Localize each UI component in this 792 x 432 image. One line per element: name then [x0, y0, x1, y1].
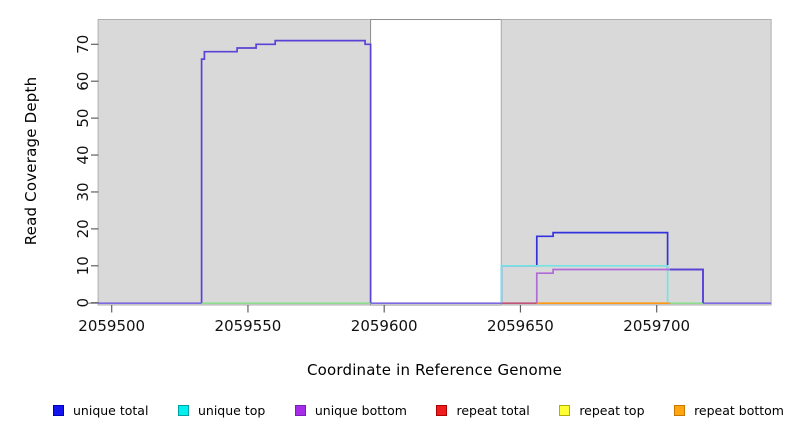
legend-label: repeat bottom	[694, 402, 784, 418]
legend-swatch-icon	[436, 404, 448, 416]
legend-item-repeat-top: repeat top	[559, 402, 645, 418]
x-tick-label: 2059650	[487, 317, 554, 335]
legend-item-repeat-total: repeat total	[436, 402, 530, 418]
x-tick-label: 2059500	[78, 317, 145, 335]
shaded-region-right	[500, 19, 772, 306]
y-tick-label: 40	[74, 145, 92, 164]
legend-item-unique-total: unique total	[53, 403, 148, 418]
legend-swatch-icon	[674, 404, 686, 416]
legend-item-unique-bottom: unique bottom	[294, 402, 407, 418]
x-tick-label: 2059600	[351, 317, 418, 335]
x-axis-title: Coordinate in Reference Genome	[306, 361, 563, 379]
legend-label: unique top	[197, 402, 266, 418]
legend-label: repeat top	[579, 402, 645, 418]
unique-top-right-line	[500, 264, 669, 303]
legend-item-unique-top: unique top	[177, 402, 266, 418]
y-tick-label: 0	[74, 298, 92, 308]
y-tick-label: 70	[74, 35, 92, 54]
legend-swatch-icon	[177, 404, 189, 416]
white-gap-region	[370, 19, 502, 306]
y-tick-label: 60	[74, 72, 92, 91]
legend-label: unique total	[73, 402, 149, 418]
shaded-region-left	[97, 19, 372, 306]
y-axis-title: Read Coverage Depth	[22, 76, 40, 246]
total-bottom-overlap-line	[670, 268, 704, 303]
x-tick-label: 2059550	[215, 317, 282, 335]
x-tick-label: 2059700	[623, 317, 690, 335]
y-tick-label: 30	[74, 182, 92, 201]
legend-swatch-icon	[53, 404, 64, 416]
legend-label: repeat total	[456, 402, 530, 418]
legend-swatch-icon	[294, 404, 306, 416]
plot-canvas: 2059500 2059550 2059600 2059650 2059700 0 10 20…	[74, 19, 772, 335]
y-tick-label: 20	[74, 219, 92, 238]
y-tick-label: 10	[74, 256, 92, 275]
unique-bottom-right-line	[535, 268, 671, 303]
legend-label: unique bottom	[314, 402, 407, 418]
legend-item-repeat-bottom: repeat bottom	[674, 403, 784, 418]
legend: unique total unique top unique bottom repea…	[53, 397, 784, 423]
y-tick-label: 50	[74, 109, 92, 128]
legend-swatch-icon	[559, 404, 571, 416]
unique-hump-line	[200, 39, 372, 303]
